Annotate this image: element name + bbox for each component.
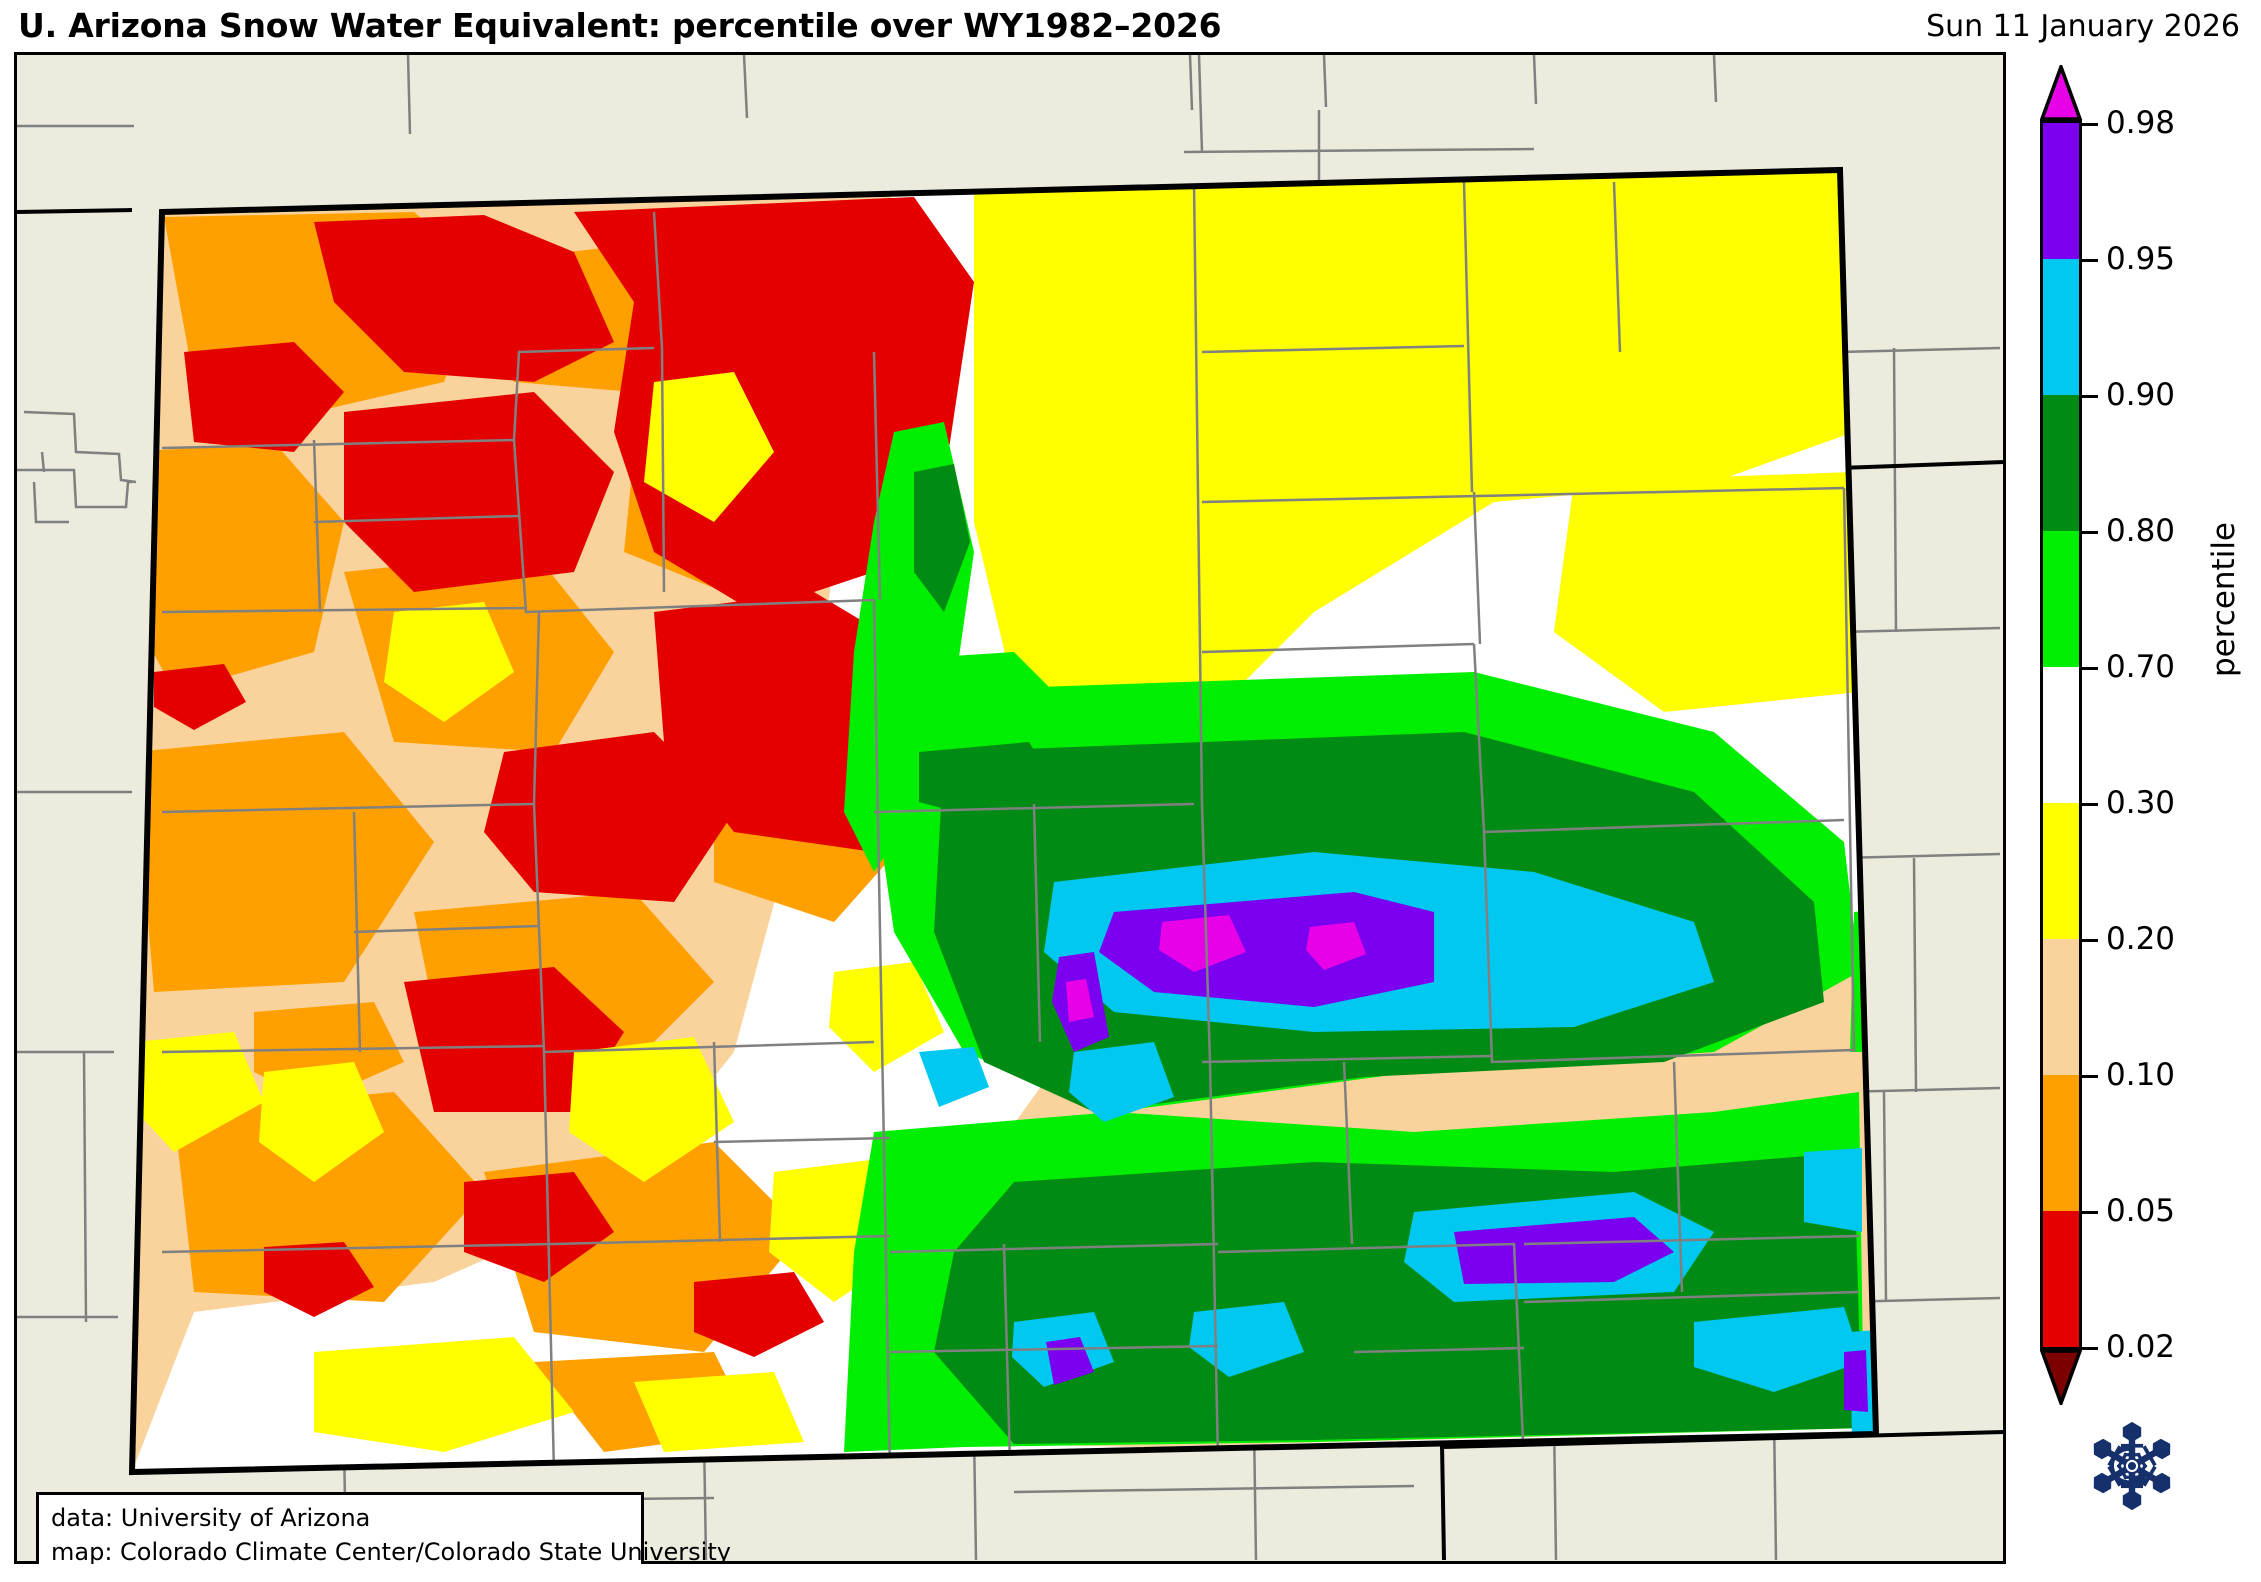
colorbar: 0.98 0.95 0.90 0.80 0.70 0.30 0.20 0.10 0.05 0.02… [2034, 52, 2261, 1511]
colorbar-under-arrow [2040, 1349, 2082, 1405]
colorbar-tick-label-4: 0.70 [2106, 649, 2176, 685]
snowflake-logo [2088, 1421, 2176, 1511]
colorbar-tick-label-3: 0.80 [2106, 513, 2176, 549]
colorbar-class-1 [2043, 259, 2079, 395]
colorbar-class-0 [2043, 123, 2079, 259]
colorbar-over-arrow [2040, 65, 2082, 121]
map-date-label: Sun 11 January 2026 [1926, 9, 2240, 44]
colorbar-class-2 [2043, 395, 2079, 531]
colorbar-tick-7 [2082, 1075, 2098, 1078]
colorbar-tick-8 [2082, 1211, 2098, 1214]
colorbar-tick-3 [2082, 531, 2098, 534]
colorbar-tick-label-7: 0.10 [2106, 1057, 2176, 1093]
colorbar-tick-label-6: 0.20 [2106, 921, 2176, 957]
colorbar-tick-label-2: 0.90 [2106, 377, 2176, 413]
swe-percentile-raster [128, 166, 1880, 1476]
header: U. Arizona Snow Water Equivalent: percen… [0, 0, 2261, 52]
colorbar-gradient [2040, 120, 2082, 1350]
map-panel[interactable]: data: University of Arizona map: Colorad… [14, 52, 2006, 1564]
colorbar-class-3 [2043, 531, 2079, 667]
colorbar-tick-label-0: 0.98 [2106, 105, 2176, 141]
colorbar-tick-label-5: 0.30 [2106, 785, 2176, 821]
colorbar-tick-label-9: 0.02 [2106, 1329, 2176, 1365]
colorbar-tick-6 [2082, 939, 2098, 942]
colorbar-class-7 [2043, 1075, 2079, 1211]
colorbar-class-5 [2043, 803, 2079, 939]
colorbar-tick-9 [2082, 1347, 2098, 1350]
attribution-map-line: map: Colorado Climate Center/Colorado St… [51, 1538, 731, 1564]
attribution-data-line: data: University of Arizona [51, 1504, 371, 1532]
colorbar-tick-2 [2082, 395, 2098, 398]
colorbar-class-6 [2043, 939, 2079, 1075]
colorbar-tick-label-8: 0.05 [2106, 1193, 2176, 1229]
colorbar-tick-4 [2082, 667, 2098, 670]
colorbar-axis-title: percentile [2206, 522, 2242, 678]
colorbar-tick-label-1: 0.95 [2106, 241, 2176, 277]
colorbar-tick-0 [2082, 123, 2098, 126]
page-title: U. Arizona Snow Water Equivalent: percen… [18, 6, 1222, 45]
colorbar-tick-1 [2082, 259, 2098, 262]
colorado-state-outline [128, 166, 1880, 1476]
colorbar-class-4 [2043, 667, 2079, 803]
colorbar-tick-5 [2082, 803, 2098, 806]
colorbar-class-8 [2043, 1211, 2079, 1347]
attribution-box: data: University of Arizona map: Colorad… [36, 1492, 731, 1564]
